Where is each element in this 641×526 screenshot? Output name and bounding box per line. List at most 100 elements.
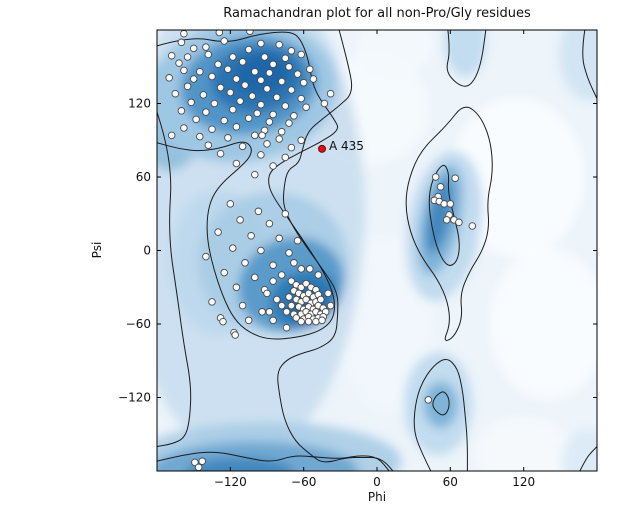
scatter-point (220, 268, 228, 277)
scatter-point (244, 45, 253, 54)
scatter-point (215, 30, 224, 37)
y-tick-label: 60 (136, 170, 151, 184)
scatter-point (241, 259, 249, 267)
scatter-point (214, 60, 222, 69)
scatter-point (257, 39, 265, 48)
density-blob (474, 415, 573, 471)
contour-bottom-right-inner (432, 391, 450, 416)
scatter-point (232, 283, 241, 292)
scatter-point (265, 308, 274, 316)
scatter-point (277, 301, 286, 310)
scatter-point (244, 114, 253, 122)
scatter-point (202, 43, 210, 51)
scatter-point (167, 131, 176, 140)
density-blob (489, 248, 597, 400)
scatter-point (309, 75, 318, 83)
scatter-point (468, 222, 477, 230)
scatter-point (317, 295, 325, 304)
scatter-point (265, 69, 274, 77)
scatter-point (265, 118, 274, 126)
scatter-point (238, 301, 247, 310)
scatter-point (253, 109, 261, 118)
scatter-point (304, 317, 313, 326)
scatter-point (451, 174, 459, 182)
scatter-point (220, 37, 228, 45)
scatter-point (285, 119, 293, 127)
scatter-point (455, 218, 463, 227)
scatter-point (290, 112, 298, 120)
scatter-point (189, 75, 198, 83)
scatter-point (318, 316, 326, 325)
scatter-point (196, 67, 204, 76)
scatter-point (306, 265, 314, 273)
scatter-point (273, 295, 281, 304)
scatter-point (263, 289, 271, 298)
scatter-point (238, 58, 247, 66)
scatter-point (281, 102, 290, 110)
scatter-point (320, 99, 329, 108)
scatter-point (248, 92, 257, 100)
scatter-point (290, 259, 298, 267)
contour-bottom-right-corner (579, 446, 597, 471)
scatter-point (232, 75, 241, 83)
scatter-point (194, 463, 203, 471)
scatter-point (180, 124, 188, 132)
scatter-point (297, 94, 305, 103)
scatter-point (236, 216, 244, 224)
scatter-point (258, 131, 266, 140)
density-blob (425, 178, 453, 254)
scatter-point (299, 78, 308, 87)
scatter-point (275, 234, 283, 243)
scatter-point (191, 458, 199, 467)
plot-frame (156, 29, 598, 472)
scatter-point (285, 249, 293, 257)
scatter-point (302, 279, 310, 288)
scatter-point (224, 134, 232, 142)
x-tick-label: 120 (512, 475, 535, 489)
scatter-point (324, 289, 332, 298)
scatter-point (180, 66, 188, 75)
scatter-point (257, 151, 265, 159)
scatter-point (312, 317, 320, 326)
scatter-point (265, 219, 274, 228)
scatter-point (202, 108, 210, 116)
scatter-point (251, 273, 259, 282)
scatter-point (436, 183, 445, 191)
scatter-point (277, 127, 286, 136)
scatter-point (210, 99, 219, 108)
scatter-point (236, 97, 244, 105)
scatter-point (208, 298, 216, 306)
scatter-point (292, 314, 301, 322)
density-blob (559, 30, 597, 102)
scatter-point (269, 60, 277, 69)
scatter-point (269, 316, 277, 325)
scatter-point (192, 115, 200, 124)
x-tick-label: 60 (443, 475, 458, 489)
scatter-point (263, 85, 271, 93)
scatter-point (177, 107, 186, 115)
scatter-point (232, 123, 241, 131)
scatter-point (226, 200, 235, 208)
scatter-point (171, 89, 180, 98)
outlier-point (318, 144, 326, 153)
scatter-point (297, 317, 305, 326)
scatter-point (263, 140, 271, 148)
scatter-point (202, 252, 210, 261)
scatter-point (257, 76, 265, 84)
scatter-point (275, 135, 283, 143)
y-tick-label: 120 (128, 97, 151, 111)
scatter-point (287, 47, 296, 55)
scatter-point (187, 98, 195, 107)
scatter-point (229, 105, 237, 114)
scatter-point (446, 200, 455, 208)
scatter-point (199, 91, 208, 99)
scatter-point (281, 54, 290, 62)
scatter-point (251, 170, 259, 179)
scatter-point (424, 396, 433, 404)
scatter-point (282, 308, 291, 316)
scatter-point (238, 142, 247, 151)
contour-top-lobe (446, 30, 487, 87)
scatter-point (247, 232, 255, 240)
scatter-point (216, 149, 225, 158)
